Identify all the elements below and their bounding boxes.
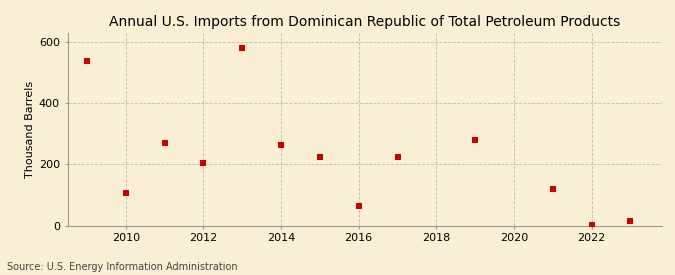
Point: [82, 58, 92, 63]
Point: [547, 187, 558, 191]
Point: [470, 138, 481, 142]
Point: [159, 141, 170, 145]
Point: [237, 46, 248, 51]
Text: Source: U.S. Energy Information Administration: Source: U.S. Energy Information Administ…: [7, 262, 238, 272]
Point: [315, 155, 325, 159]
Point: [392, 155, 403, 159]
Y-axis label: Thousand Barrels: Thousand Barrels: [24, 81, 34, 178]
Point: [586, 223, 597, 227]
Point: [275, 142, 286, 147]
Point: [120, 191, 131, 196]
Point: [353, 204, 364, 208]
Point: [198, 161, 209, 165]
Point: [625, 219, 636, 223]
Title: Annual U.S. Imports from Dominican Republic of Total Petroleum Products: Annual U.S. Imports from Dominican Repub…: [109, 15, 620, 29]
